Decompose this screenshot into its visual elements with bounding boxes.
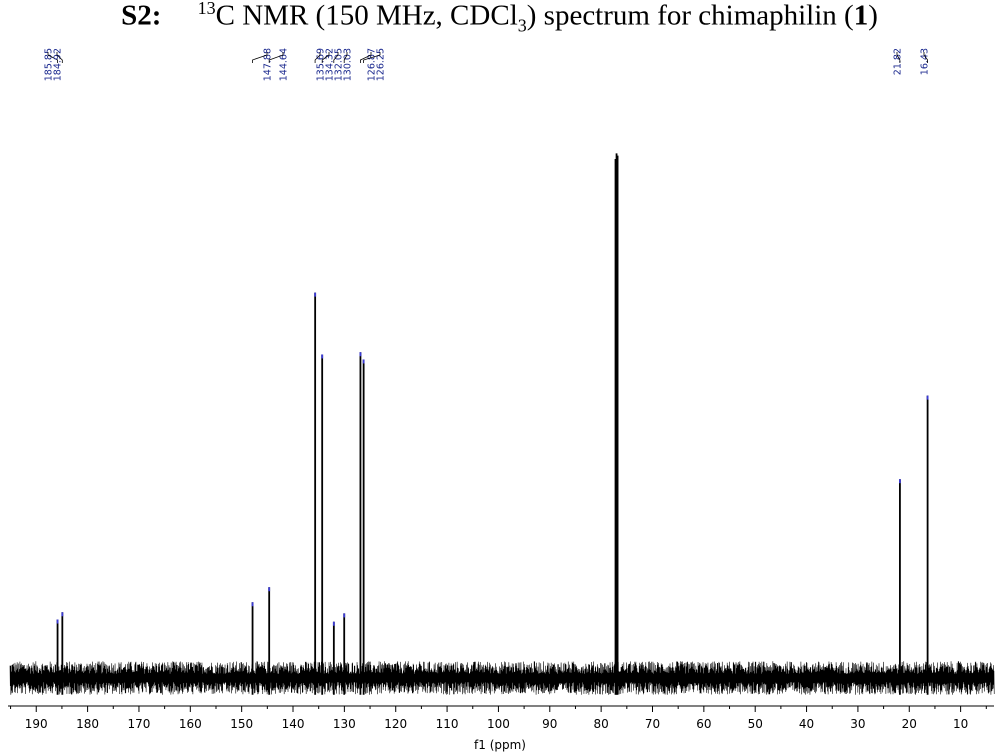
x-tick-label-10: 10 [953, 717, 968, 731]
x-tick-label-110: 110 [436, 717, 459, 731]
peak-connector-147.88 [252, 52, 268, 63]
peak-label-147.88: 147.88 [263, 48, 274, 81]
x-tick-label-170: 170 [128, 717, 151, 731]
peak-connector-185.85 [47, 52, 58, 63]
peak-connector-132.05 [333, 52, 339, 63]
peak-connector-21.82 [896, 52, 901, 63]
peak-connector-144.64 [268, 52, 284, 63]
peak-label-184.92: 184.92 [53, 48, 64, 81]
x-tick-label-40: 40 [799, 717, 814, 731]
figure-label: S2: [121, 0, 162, 32]
solvent-subscript: 3 [517, 15, 527, 36]
x-tick-label-80: 80 [594, 717, 609, 731]
x-tick-label-90: 90 [542, 717, 557, 731]
peak-label-16.43: 16.43 [920, 48, 931, 75]
peak-label-126.25: 126.25 [376, 48, 387, 81]
peak-connector-126.87 [360, 52, 372, 63]
x-tick-label-140: 140 [282, 717, 305, 731]
compound-number: 1 [853, 0, 869, 32]
x-tick-label-120: 120 [384, 717, 407, 731]
x-tick-label-60: 60 [696, 717, 711, 731]
x-axis-title: f1 (ppm) [474, 738, 526, 752]
peak-label-132.05: 132.05 [334, 48, 345, 81]
peak-label-126.87: 126.87 [367, 48, 378, 81]
peak-label-21.82: 21.82 [893, 48, 904, 75]
title-text-b: ) spectrum for chimaphilin ( [526, 0, 854, 32]
peak-lines [56, 153, 929, 695]
peak-connector-130.03 [343, 52, 348, 63]
x-tick-label-50: 50 [748, 717, 763, 731]
title-text-close: ) [868, 0, 878, 32]
peak-label-130.03: 130.03 [343, 48, 354, 81]
x-tick-label-100: 100 [487, 717, 510, 731]
chart-title: S2: 13C NMR (150 MHz, CDCl3) spectrum fo… [0, 0, 999, 42]
peak-label-185.85: 185.85 [44, 48, 55, 81]
peak-label-134.32: 134.32 [325, 48, 336, 81]
peak-connector-134.32 [321, 52, 330, 63]
x-tick-label-190: 190 [25, 717, 48, 731]
x-tick-label-130: 130 [333, 717, 356, 731]
baseline-noise [9, 661, 995, 695]
x-tick-label-70: 70 [645, 717, 660, 731]
peak-connector-184.92 [56, 52, 63, 63]
x-axis: 190 180 170 160 150 140 130 120 110 100 90 80 70 60 50… [8, 705, 994, 731]
peak-connector-126.25 [363, 52, 381, 63]
baseline-noise-trace [9, 661, 995, 695]
peak-label-135.69: 135.69 [316, 48, 327, 81]
peak-label-144.64: 144.64 [279, 48, 290, 81]
title-text-a: C NMR (150 MHz, CDCl [215, 0, 518, 32]
x-tick-label-180: 180 [76, 717, 99, 731]
peak-connector-135.69 [314, 52, 321, 63]
x-tick-label-160: 160 [179, 717, 202, 731]
peak-connector-16.43 [923, 52, 928, 63]
isotope-superscript: 13 [197, 0, 216, 18]
x-tick-label-150: 150 [230, 717, 253, 731]
x-tick-label-20: 20 [902, 717, 917, 731]
x-tick-label-30: 30 [850, 717, 865, 731]
